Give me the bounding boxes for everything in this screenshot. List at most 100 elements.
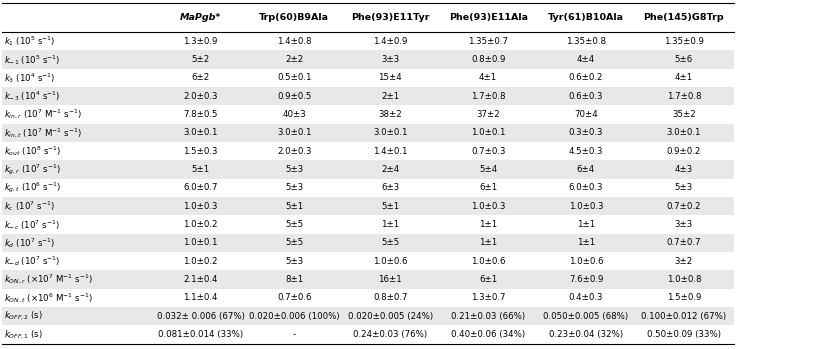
Text: $k_3$ (10$^4$ s$^{-1}$): $k_3$ (10$^4$ s$^{-1}$) <box>4 71 55 85</box>
Text: 8±1: 8±1 <box>285 275 303 284</box>
Text: 0.020±0.006 (100%): 0.020±0.006 (100%) <box>249 312 340 321</box>
Text: 6±1: 6±1 <box>479 184 497 192</box>
Bar <box>2 124 734 142</box>
Text: $k_{-1}$ (10$^5$ s$^{-1}$): $k_{-1}$ (10$^5$ s$^{-1}$) <box>4 53 60 67</box>
Text: Trp(60)B9Ala: Trp(60)B9Ala <box>259 13 329 22</box>
Text: 1.0±0.6: 1.0±0.6 <box>471 257 505 266</box>
Text: 6±1: 6±1 <box>479 275 497 284</box>
Text: 0.7±0.3: 0.7±0.3 <box>471 147 505 156</box>
Text: 1.3±0.9: 1.3±0.9 <box>183 37 218 46</box>
Text: 1.35±0.8: 1.35±0.8 <box>566 37 606 46</box>
Text: 5±2: 5±2 <box>192 55 209 64</box>
Text: 0.5±0.1: 0.5±0.1 <box>277 73 311 82</box>
Text: 0.9±0.2: 0.9±0.2 <box>667 147 701 156</box>
Text: $k_{OFF,1}$ (s): $k_{OFF,1}$ (s) <box>4 328 43 341</box>
Text: 1±1: 1±1 <box>479 238 497 247</box>
Text: 0.081±0.014 (33%): 0.081±0.014 (33%) <box>158 330 243 339</box>
Text: $k_{g,r}$ (10$^7$ s$^{-1}$): $k_{g,r}$ (10$^7$ s$^{-1}$) <box>4 162 61 177</box>
Text: 35±2: 35±2 <box>672 110 696 119</box>
Text: 5±6: 5±6 <box>675 55 693 64</box>
Text: 3.0±0.1: 3.0±0.1 <box>277 128 311 138</box>
Text: 1.3±0.7: 1.3±0.7 <box>471 294 505 303</box>
Text: 0.8±0.7: 0.8±0.7 <box>373 294 408 303</box>
Text: 1.0±0.1: 1.0±0.1 <box>183 238 218 247</box>
Text: 6.0±0.3: 6.0±0.3 <box>569 184 603 192</box>
Text: 0.6±0.3: 0.6±0.3 <box>569 92 603 101</box>
Text: 1.7±0.8: 1.7±0.8 <box>471 92 505 101</box>
Text: 38±2: 38±2 <box>378 110 403 119</box>
Text: 3.0±0.1: 3.0±0.1 <box>667 128 701 138</box>
Text: 1.5±0.3: 1.5±0.3 <box>183 147 218 156</box>
Text: 37±2: 37±2 <box>476 110 500 119</box>
Text: 1±1: 1±1 <box>577 238 595 247</box>
Text: 6±3: 6±3 <box>381 184 399 192</box>
Text: 1.4±0.8: 1.4±0.8 <box>277 37 311 46</box>
Text: 1.0±0.3: 1.0±0.3 <box>471 202 505 211</box>
Text: 4±3: 4±3 <box>675 165 693 174</box>
Text: 3.0±0.1: 3.0±0.1 <box>183 128 218 138</box>
Text: 40±3: 40±3 <box>282 110 306 119</box>
Bar <box>2 197 734 215</box>
Text: Phe(145)G8Trp: Phe(145)G8Trp <box>644 13 724 22</box>
Text: 2±1: 2±1 <box>381 92 399 101</box>
Text: 1.0±0.6: 1.0±0.6 <box>569 257 603 266</box>
Text: 5±1: 5±1 <box>192 165 209 174</box>
Text: $k_{ON,t}$ ($\times$10$^6$ M$^{-1}$ s$^{-1}$): $k_{ON,t}$ ($\times$10$^6$ M$^{-1}$ s$^{… <box>4 291 93 305</box>
Text: 16±1: 16±1 <box>378 275 403 284</box>
Bar <box>2 234 734 252</box>
Text: $k_{-d}$ (10$^7$ s$^{-1}$): $k_{-d}$ (10$^7$ s$^{-1}$) <box>4 254 60 268</box>
Text: 5±1: 5±1 <box>285 202 303 211</box>
Text: 7.8±0.5: 7.8±0.5 <box>183 110 218 119</box>
Text: 0.4±0.3: 0.4±0.3 <box>569 294 603 303</box>
Bar <box>2 87 734 105</box>
Text: $k_{-c}$ (10$^7$ s$^{-1}$): $k_{-c}$ (10$^7$ s$^{-1}$) <box>4 218 60 231</box>
Text: MaPgb*: MaPgb* <box>180 13 221 22</box>
Text: 1.7±0.8: 1.7±0.8 <box>667 92 701 101</box>
Text: 4±1: 4±1 <box>675 73 693 82</box>
Text: 1.0±0.2: 1.0±0.2 <box>183 257 218 266</box>
Text: 0.24±0.03 (76%): 0.24±0.03 (76%) <box>354 330 427 339</box>
Text: 2±2: 2±2 <box>285 55 303 64</box>
Text: 1.5±0.9: 1.5±0.9 <box>667 294 701 303</box>
Text: 2.0±0.3: 2.0±0.3 <box>277 147 311 156</box>
Text: 0.3±0.3: 0.3±0.3 <box>569 128 603 138</box>
Text: 0.032± 0.006 (67%): 0.032± 0.006 (67%) <box>156 312 244 321</box>
Text: 4±4: 4±4 <box>577 55 595 64</box>
Text: 1.0±0.1: 1.0±0.1 <box>471 128 505 138</box>
Text: $k_{in,t}$ (10$^7$ M$^{-1}$ s$^{-1}$): $k_{in,t}$ (10$^7$ M$^{-1}$ s$^{-1}$) <box>4 126 82 140</box>
Text: $k_{OFF,2}$ (s): $k_{OFF,2}$ (s) <box>4 310 43 322</box>
Text: Tyr(61)B10Ala: Tyr(61)B10Ala <box>548 13 624 22</box>
Text: $k_c$ (10$^7$ s$^{-1}$): $k_c$ (10$^7$ s$^{-1}$) <box>4 199 55 213</box>
Text: Phe(93)E11Tyr: Phe(93)E11Tyr <box>351 13 430 22</box>
Text: 0.50±0.09 (33%): 0.50±0.09 (33%) <box>647 330 720 339</box>
Text: 1.35±0.9: 1.35±0.9 <box>664 37 703 46</box>
Bar <box>2 307 734 325</box>
Text: $k_{out}$ (10$^8$ s$^{-1}$): $k_{out}$ (10$^8$ s$^{-1}$) <box>4 144 61 158</box>
Text: 0.050±0.005 (68%): 0.050±0.005 (68%) <box>544 312 628 321</box>
Text: 1.4±0.1: 1.4±0.1 <box>373 147 408 156</box>
Text: 1.0±0.3: 1.0±0.3 <box>183 202 218 211</box>
Text: 1±1: 1±1 <box>381 220 399 229</box>
Text: $k_d$ (10$^7$ s$^{-1}$): $k_d$ (10$^7$ s$^{-1}$) <box>4 236 55 250</box>
Text: 0.9±0.5: 0.9±0.5 <box>277 92 311 101</box>
Text: 2.1±0.4: 2.1±0.4 <box>183 275 218 284</box>
Text: 1.0±0.8: 1.0±0.8 <box>667 275 701 284</box>
Text: 0.6±0.2: 0.6±0.2 <box>569 73 603 82</box>
Text: 70±4: 70±4 <box>574 110 598 119</box>
Text: 5±4: 5±4 <box>479 165 497 174</box>
Text: 4±1: 4±1 <box>479 73 497 82</box>
Bar <box>2 270 734 289</box>
Text: 0.8±0.9: 0.8±0.9 <box>471 55 505 64</box>
Text: 5±1: 5±1 <box>381 202 399 211</box>
Text: 1.0±0.6: 1.0±0.6 <box>373 257 408 266</box>
Text: 1±1: 1±1 <box>479 220 497 229</box>
Text: 4.5±0.3: 4.5±0.3 <box>569 147 603 156</box>
Text: 1.35±0.7: 1.35±0.7 <box>468 37 509 46</box>
Text: 0.020±0.005 (24%): 0.020±0.005 (24%) <box>348 312 433 321</box>
Text: -: - <box>293 330 296 339</box>
Text: 1.0±0.2: 1.0±0.2 <box>183 220 218 229</box>
Text: 15±4: 15±4 <box>378 73 403 82</box>
Text: 1±1: 1±1 <box>577 220 595 229</box>
Text: 5±3: 5±3 <box>285 257 303 266</box>
Text: 3±2: 3±2 <box>675 257 693 266</box>
